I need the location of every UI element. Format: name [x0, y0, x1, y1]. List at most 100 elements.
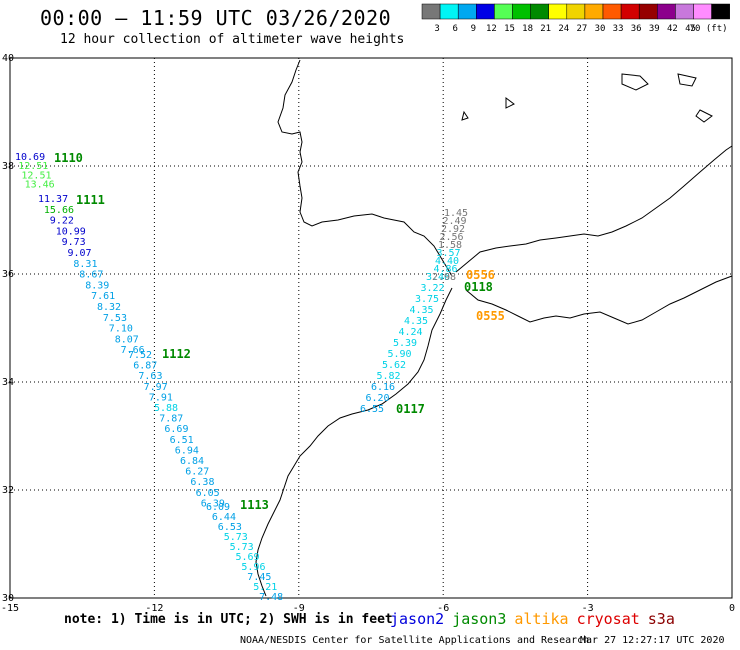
wave-height-value: 10.99 [56, 226, 86, 237]
wave-height-value: 7.45 [247, 572, 271, 583]
colorbar-swatch [675, 3, 694, 20]
colorbar-label: 27 [576, 24, 587, 34]
lon-tick-label: -9 [293, 603, 305, 614]
colorbar-label: 33 [613, 24, 624, 34]
wave-height-value: 5.21 [253, 582, 277, 593]
wave-height-value: 5.39 [393, 338, 417, 349]
colorbar-label: 39 [649, 24, 660, 34]
wave-height-value: 8.07 [115, 334, 139, 345]
graticule [10, 58, 732, 598]
colorbar-label: 15 [504, 24, 515, 34]
wave-height-value: 13.46 [25, 180, 55, 191]
pass-id-label: 1112 [162, 347, 191, 361]
colorbar-swatch [457, 3, 477, 20]
wave-height-value: 3.22 [421, 283, 445, 294]
wave-height-value: 7.48 [259, 592, 283, 603]
lat-tick-label: 32 [2, 485, 14, 496]
legend-s3a: s3a [647, 610, 675, 628]
wave-height-value: 4.24 [399, 327, 423, 338]
wave-height-value: 6.09 [206, 502, 230, 513]
wave-height-value: 5.96 [241, 562, 265, 573]
track-pass-0117: 6.556.206.165.825.625.905.394.244.354.35… [360, 272, 450, 416]
wave-height-value: 5.73 [230, 542, 254, 553]
map-title: 00:00 – 11:59 UTC 03/26/2020 [40, 6, 392, 30]
wave-height-value: 7.53 [103, 313, 127, 324]
wave-height-value: 6.94 [175, 445, 199, 456]
wave-height-value: 6.84 [180, 456, 204, 467]
wave-height-value: 5.82 [377, 371, 401, 382]
colorbar-label: 12 [486, 24, 497, 34]
wave-height-value: 6.20 [366, 393, 390, 404]
wave-height-value: 8.32 [97, 302, 121, 313]
satellite-legend: jason2 jason3 altika cryosat s3a [390, 610, 683, 628]
pass-id-label: 0555 [476, 309, 505, 323]
wave-height-value: 8.39 [85, 280, 109, 291]
track-pass-0118: 2.984.864.403.571.582.562.922.491.45 0118 [432, 208, 493, 294]
lat-tick-label: 36 [2, 269, 14, 280]
wave-height-value: 4.86 [434, 264, 458, 275]
colorbar-swatch [421, 3, 441, 20]
pass-id-label: 0556 [466, 268, 495, 282]
wave-height-value: 2.56 [440, 232, 464, 243]
colorbar-label: 9 [471, 24, 476, 34]
colorbar-swatch [439, 3, 459, 20]
wave-height-value: 7.91 [149, 392, 173, 403]
colorbar-swatch [476, 3, 495, 20]
credit: NOAA/NESDIS Center for Satellite Applica… [240, 635, 590, 646]
colorbar-label: 18 [522, 24, 533, 34]
wave-height-value: 5.88 [154, 403, 178, 414]
wave-height-value: 3.57 [437, 248, 461, 259]
wave-height-value: 3.75 [415, 294, 439, 305]
track-pass-1111: 11.3715.669.2210.999.739.078.318.678.397… [38, 193, 145, 356]
wave-height-value: 1.45 [444, 208, 468, 219]
wave-height-value: 6.16 [371, 382, 395, 393]
wave-height-value: 6.44 [212, 512, 236, 523]
footnote: note: 1) Time is in UTC; 2) SWH is in fe… [64, 612, 393, 627]
wave-height-value: 9.22 [50, 216, 74, 227]
lat-tick-label: 34 [2, 377, 14, 388]
wave-height-value: 2.92 [441, 224, 465, 235]
wave-height-value: 9.73 [62, 237, 86, 248]
colorbar-label: 21 [540, 24, 551, 34]
wave-height-value: 2.49 [443, 216, 467, 227]
wave-height-value: 5.62 [382, 360, 406, 371]
axis-labels: -15 -12 -9 -6 -3 0 40 38 36 34 32 30 [1, 53, 735, 614]
colorbar-label: 42 [667, 24, 678, 34]
legend-altika: altika [514, 610, 569, 628]
pass-id-label: 1113 [240, 498, 269, 512]
lon-tick-label: -6 [437, 603, 449, 614]
wave-height-value: 6.87 [133, 361, 157, 372]
pass-id-label: 0118 [464, 280, 493, 294]
colorbar-swatch [620, 3, 640, 20]
colorbar-label: 24 [558, 24, 569, 34]
colorbar-swatch [494, 3, 513, 20]
wave-height-value: 7.97 [144, 382, 168, 393]
lat-tick-label: 38 [2, 161, 14, 172]
legend-cryosat: cryosat [576, 610, 640, 628]
wave-height-value: 4.40 [435, 256, 459, 267]
wave-height-value: 10.69 [15, 152, 45, 163]
wave-height-value: 6.51 [170, 435, 194, 446]
wave-height-value: 9.07 [68, 248, 92, 259]
wave-height-value: 6.55 [360, 404, 384, 415]
lon-tick-label: 0 [729, 603, 735, 614]
track-pass-1113: 6.096.446.535.735.735.695.967.455.217.48… [206, 498, 283, 603]
lat-tick-label: 30 [2, 593, 14, 604]
wave-height-value: 8.31 [73, 259, 97, 270]
lat-tick-label: 40 [2, 53, 14, 64]
map-subtitle: 12 hour collection of altimeter wave hei… [60, 32, 405, 47]
colorbar-label: 36 [631, 24, 642, 34]
wave-height-value: 12.51 [21, 170, 51, 181]
coastline [255, 59, 733, 597]
wave-height-value: 12.51 [18, 161, 48, 172]
pass-id-label: 1110 [54, 151, 83, 165]
colorbar-label: 30 [595, 24, 606, 34]
lon-tick-label: -3 [582, 603, 594, 614]
credit-time: Mar 27 12:27:17 UTC 2020 [580, 635, 725, 646]
colorbar-swatch [657, 3, 676, 20]
pass-id-label: 1111 [76, 193, 105, 207]
wave-height-value: 7.61 [91, 291, 115, 302]
wave-height-value: 4.35 [404, 316, 428, 327]
colorbar-swatch [693, 3, 712, 20]
